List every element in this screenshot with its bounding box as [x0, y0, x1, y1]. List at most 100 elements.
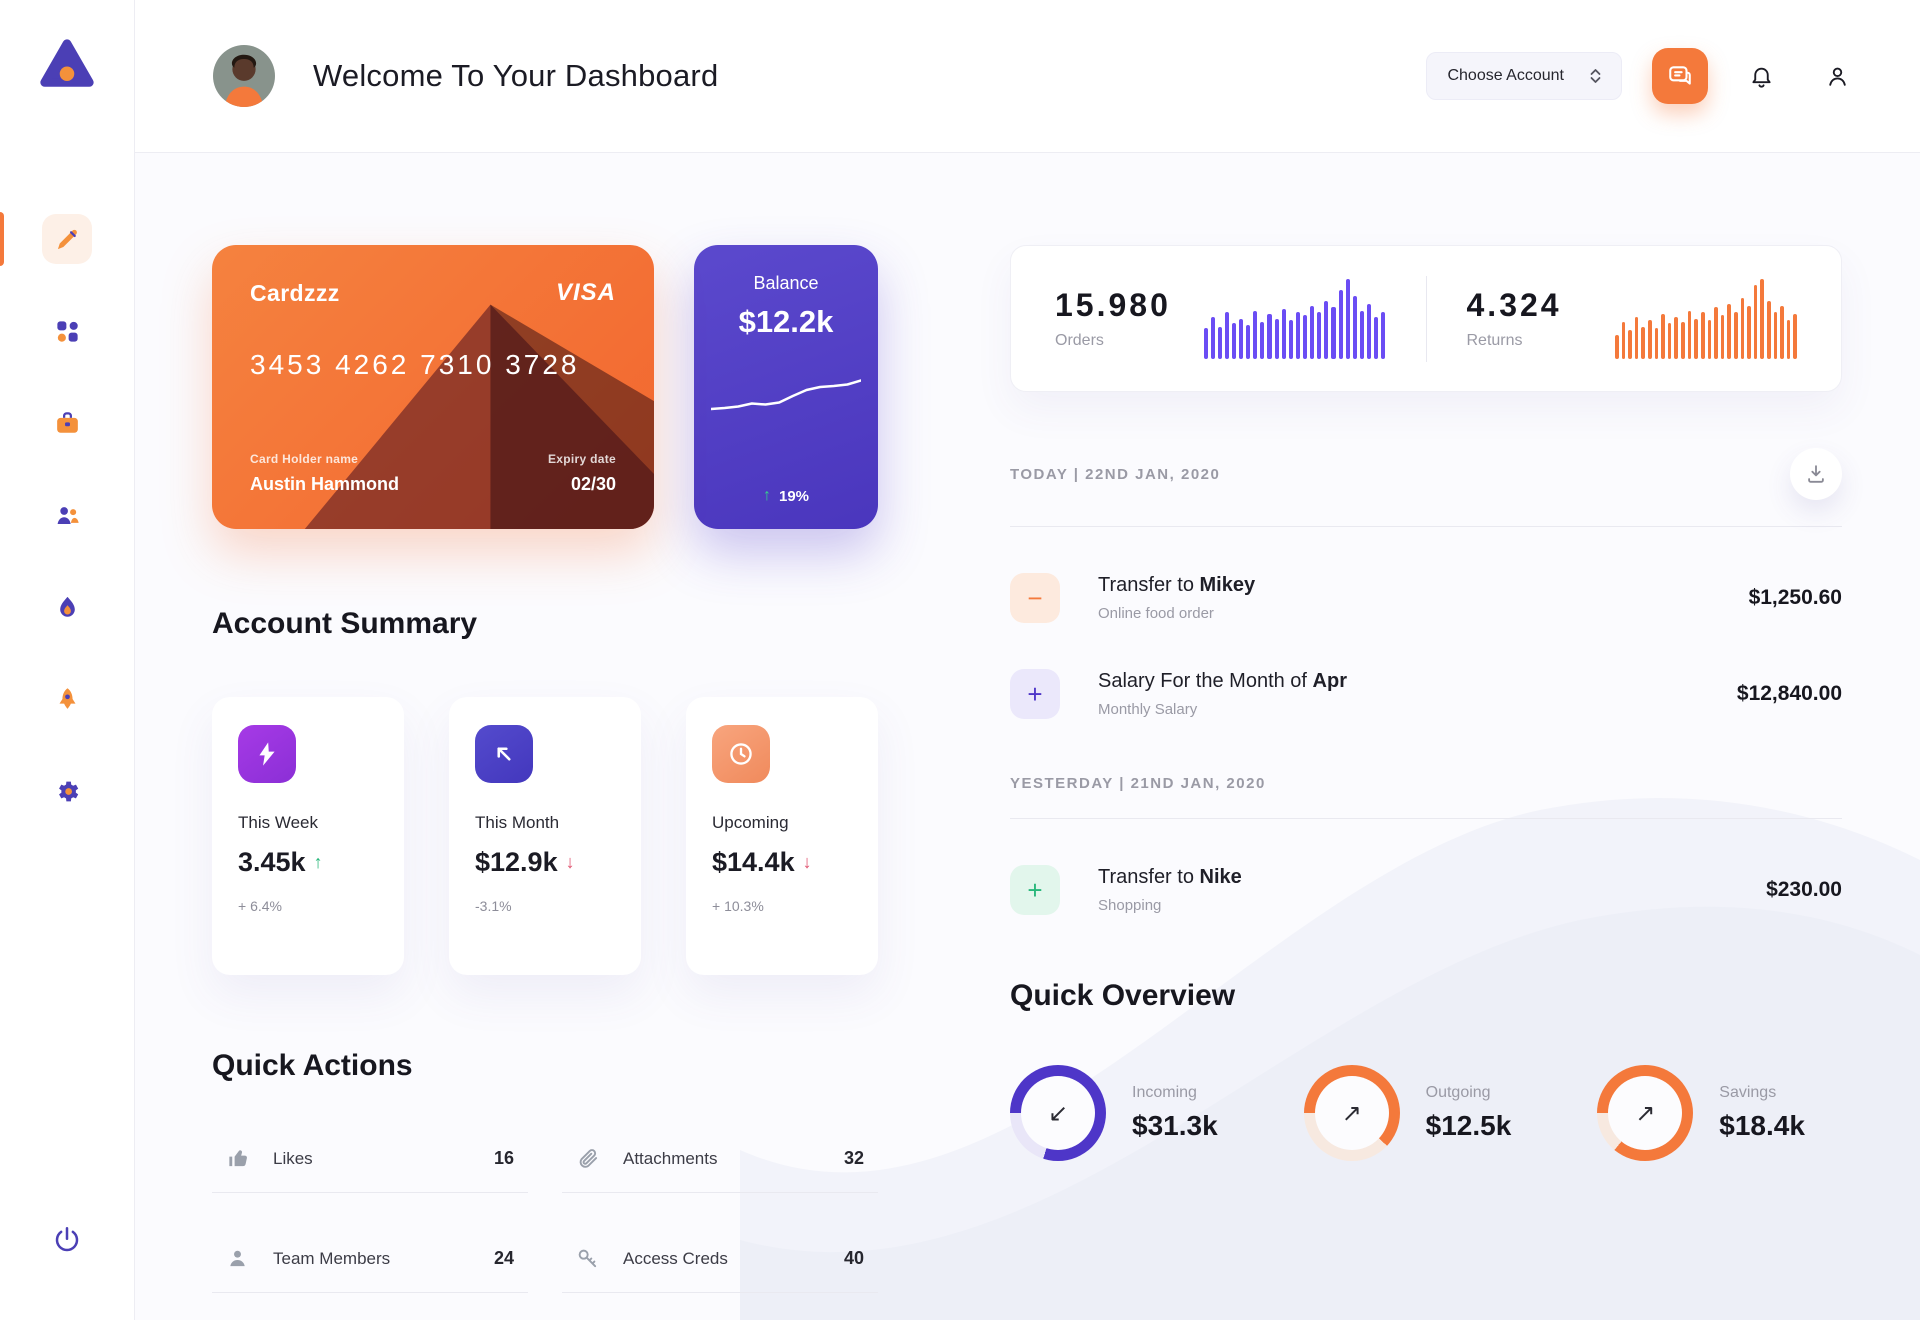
- summary-label: This Week: [238, 813, 318, 832]
- action-label: Access Creds: [623, 1248, 728, 1268]
- main-area: Welcome To Your Dashboard Choose Account: [135, 0, 1920, 1320]
- app-logo: [36, 34, 98, 96]
- credit-card: Cardzzz VISA 3453 4262 7310 3728 Card Ho…: [212, 245, 654, 529]
- summary-change: + 6.4%: [238, 898, 282, 914]
- sidebar-item-dashboard[interactable]: [0, 212, 92, 266]
- sidebar-item-apps[interactable]: [42, 306, 92, 356]
- yesterday-group-header: YESTERDAY | 21ND JAN, 2020: [1010, 775, 1842, 819]
- sidebar: [0, 0, 135, 1320]
- action-attachments[interactable]: Attachments 32: [562, 1127, 878, 1193]
- chat-icon: [1669, 66, 1691, 85]
- grid-icon: [56, 320, 78, 342]
- header: Welcome To Your Dashboard Choose Account: [135, 0, 1920, 153]
- choose-account-dropdown[interactable]: Choose Account: [1426, 52, 1622, 100]
- flame-icon: [59, 596, 75, 617]
- transaction-title: Transfer to Nike: [1098, 866, 1242, 888]
- yesterday-date-label: YESTERDAY | 21ND JAN, 2020: [1010, 775, 1266, 792]
- logout-button[interactable]: [44, 1218, 90, 1264]
- trend-down-icon: ↓: [802, 852, 812, 872]
- sidebar-item-portfolio[interactable]: [42, 398, 92, 448]
- summary-label: Upcoming: [712, 813, 789, 832]
- people-icon: [57, 506, 79, 524]
- balance-sparkline: [711, 379, 861, 411]
- outgoing-donut: ↗: [1303, 1065, 1400, 1161]
- arrow-down-left-icon: ↙: [1047, 1099, 1069, 1127]
- arrow-up-right-icon: ↗: [1635, 1099, 1656, 1127]
- quick-overview-row: ↙ Incoming $31.3k ↗ Outgoing: [1010, 1065, 1842, 1161]
- transaction-title: Transfer to Mikey: [1098, 574, 1256, 596]
- profile-button[interactable]: [1814, 53, 1860, 99]
- right-column: 15.980 Orders 4.324 Returns: [1010, 245, 1842, 1320]
- summary-change: -3.1%: [475, 898, 512, 914]
- transaction-amount: $230.00: [1766, 878, 1842, 901]
- plus-icon: +: [1010, 669, 1060, 719]
- sidebar-item-settings[interactable]: [42, 766, 92, 816]
- trend-down-icon: ↓: [565, 852, 575, 872]
- action-label: Attachments: [623, 1148, 718, 1168]
- triangle-logo-icon: [40, 39, 94, 87]
- orders-sparkline: [1203, 278, 1386, 359]
- card-expiry-value: 02/30: [570, 474, 616, 494]
- sidebar-item-team[interactable]: [42, 490, 92, 540]
- user-icon: [1828, 67, 1846, 86]
- card-number: 3453 4262 7310 3728: [250, 349, 580, 380]
- action-likes[interactable]: Likes 16: [212, 1127, 528, 1193]
- avatar-photo: [213, 45, 275, 107]
- transaction-row[interactable]: − Transfer to Mikey Online food order $1…: [1010, 573, 1842, 623]
- notifications-button[interactable]: [1738, 53, 1784, 99]
- sidebar-item-activity[interactable]: [42, 582, 92, 632]
- briefcase-icon: [56, 411, 78, 433]
- quick-overview-title: Quick Overview: [1010, 979, 1236, 1012]
- returns-label: Returns: [1466, 332, 1523, 349]
- balance-change: ↑ 19%: [763, 487, 809, 505]
- balance-value: $12.2k: [738, 304, 834, 339]
- card-holder-name: Austin Hammond: [250, 474, 400, 494]
- cards-row: Cardzzz VISA 3453 4262 7310 3728 Card Ho…: [212, 245, 878, 529]
- download-button[interactable]: [1790, 448, 1842, 500]
- card-holder-label: Card Holder name: [250, 452, 359, 466]
- gear-icon: [58, 781, 78, 801]
- summary-card-this-week[interactable]: This Week 3.45k ↑ + 6.4%: [212, 697, 404, 975]
- content: Cardzzz VISA 3453 4262 7310 3728 Card Ho…: [135, 153, 1920, 1320]
- today-date-label: TODAY | 22ND JAN, 2020: [1010, 465, 1221, 483]
- paperclip-icon: [579, 1149, 598, 1168]
- today-group-header: TODAY | 22ND JAN, 2020: [1010, 448, 1842, 527]
- summary-change: + 10.3%: [712, 898, 764, 914]
- transaction-row[interactable]: + Transfer to Nike Shopping $230.00: [1010, 865, 1842, 915]
- action-team-members[interactable]: Team Members 24: [212, 1227, 528, 1293]
- summary-card-upcoming[interactable]: Upcoming $14.4k ↓ + 10.3%: [686, 697, 878, 975]
- diagonal-arrow-icon: [475, 725, 533, 783]
- overview-incoming: ↙ Incoming $31.3k: [1010, 1065, 1218, 1161]
- summary-card-this-month[interactable]: This Month $12.9k ↓ -3.1%: [449, 697, 641, 975]
- user-avatar[interactable]: [213, 45, 275, 107]
- summary-cards: This Week 3.45k ↑ + 6.4% T: [212, 697, 878, 975]
- account-summary-title: Account Summary: [212, 607, 478, 640]
- messages-button[interactable]: [1652, 48, 1708, 104]
- overview-value: $12.5k: [1425, 1110, 1512, 1141]
- action-access-creds[interactable]: Access Creds 40: [562, 1227, 878, 1293]
- summary-value: $14.4k: [712, 847, 795, 877]
- card-name: Cardzzz: [250, 279, 340, 306]
- orders-label: Orders: [1055, 332, 1104, 349]
- incoming-donut: ↙: [1010, 1065, 1106, 1161]
- left-column: Cardzzz VISA 3453 4262 7310 3728 Card Ho…: [212, 245, 878, 1320]
- download-icon: [1808, 465, 1824, 483]
- overview-label: Savings: [1719, 1084, 1777, 1101]
- header-actions: Choose Account: [1426, 48, 1860, 104]
- pen-icon: [57, 229, 77, 249]
- savings-donut: ↗: [1597, 1065, 1694, 1161]
- quick-actions-grid: Likes 16 Attachments 32: [212, 1127, 878, 1293]
- transaction-subtitle: Shopping: [1098, 897, 1162, 914]
- choose-account-label: Choose Account: [1447, 67, 1564, 84]
- transaction-row[interactable]: + Salary For the Month of Apr Monthly Sa…: [1010, 669, 1842, 719]
- overview-value: $18.4k: [1719, 1110, 1805, 1141]
- key-icon: [578, 1249, 597, 1268]
- action-label: Team Members: [273, 1248, 391, 1268]
- sidebar-item-launch[interactable]: [42, 674, 92, 724]
- summary-value: 3.45k: [238, 847, 306, 877]
- overview-savings: ↗ Savings $18.4k: [1597, 1065, 1805, 1161]
- summary-value: $12.9k: [475, 847, 558, 877]
- card-expiry-label: Expiry date: [548, 452, 616, 466]
- clock-icon: [712, 725, 770, 783]
- returns-sparkline: [1615, 278, 1798, 359]
